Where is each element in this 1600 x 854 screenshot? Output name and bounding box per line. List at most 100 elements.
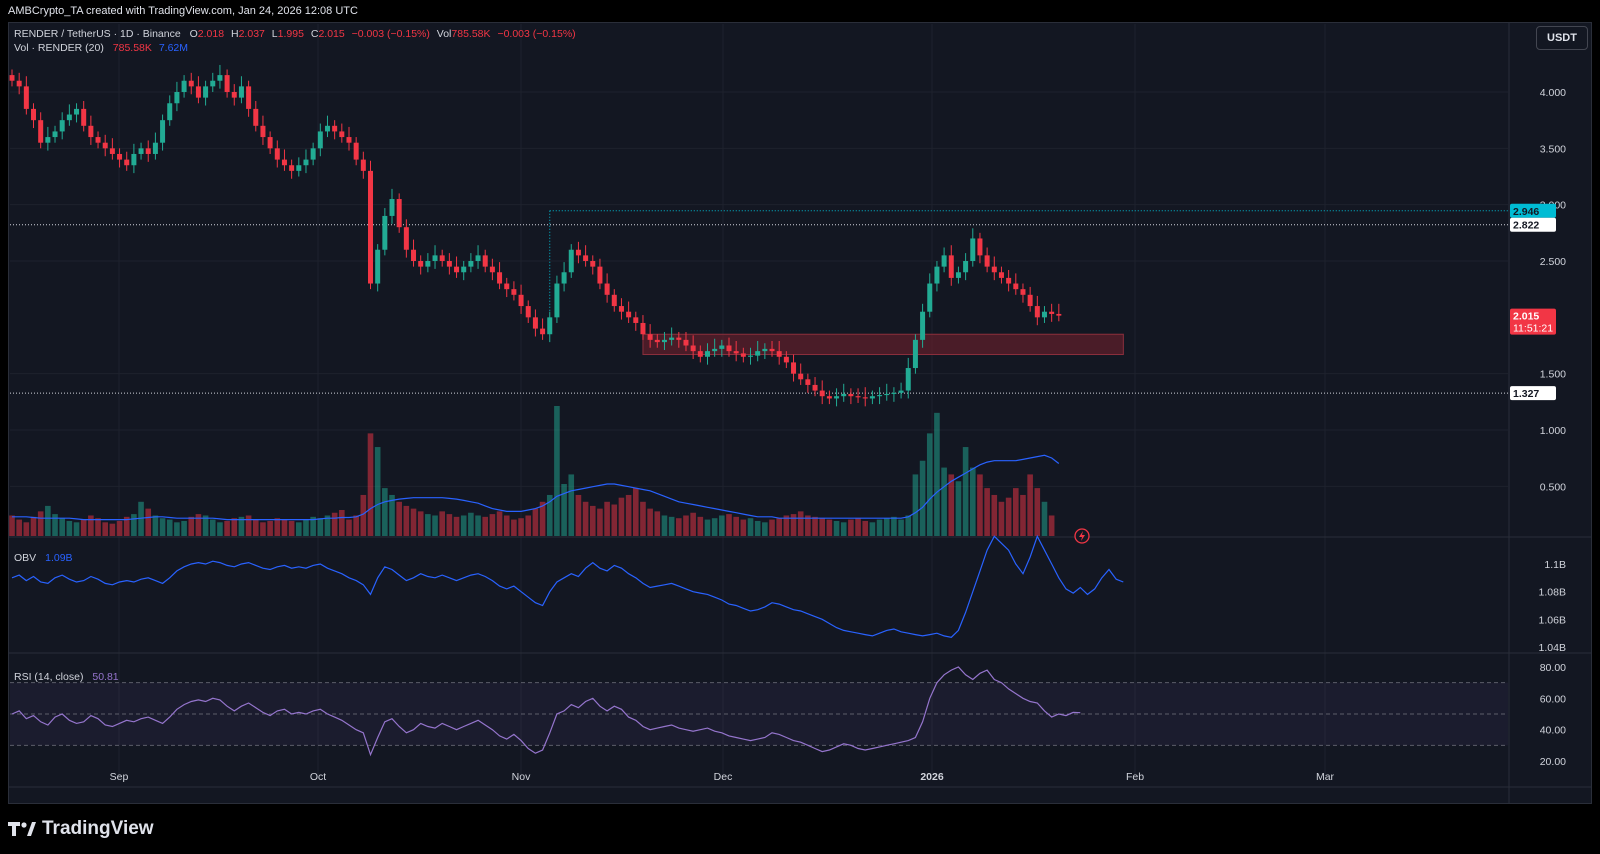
candle-body <box>719 345 725 349</box>
candle-body <box>296 165 302 171</box>
volume-bar <box>719 515 725 536</box>
candle-body <box>941 255 947 267</box>
obv-path <box>11 534 1124 638</box>
volume-bar <box>102 522 109 536</box>
obv-tick: 1.06B <box>1539 614 1566 626</box>
candle-body <box>1056 313 1062 316</box>
price-tick: 1.000 <box>1540 425 1566 437</box>
volume-bar <box>848 519 854 536</box>
volume-bar <box>589 505 596 536</box>
candle-body <box>310 148 316 160</box>
candle-body <box>475 255 481 261</box>
candle-body <box>547 317 553 335</box>
volume-indicator-value: 785.58K <box>112 42 152 54</box>
candle-body <box>167 103 173 121</box>
candle-body <box>346 137 352 143</box>
candle-body <box>697 351 703 357</box>
candle-body <box>561 272 567 284</box>
candle-body <box>66 114 72 121</box>
volume-bar <box>174 522 180 536</box>
volume-bar <box>898 519 904 536</box>
volume-bar <box>396 501 402 536</box>
volume-bar <box>310 516 316 536</box>
candle-body <box>203 86 209 98</box>
candle-body <box>669 337 675 340</box>
candle-body <box>88 125 94 138</box>
volume-bar <box>446 514 453 536</box>
volume-bar <box>496 511 503 536</box>
candle-body <box>1020 289 1026 295</box>
candle-body <box>389 199 395 216</box>
volume-bar <box>403 505 410 536</box>
volume-bar <box>188 516 195 536</box>
volume-bar <box>159 518 166 536</box>
volume-bar <box>66 520 73 536</box>
volume-bar <box>941 467 947 536</box>
volume-bar <box>991 494 998 536</box>
volume-bar <box>296 522 302 536</box>
candle-body <box>145 148 151 154</box>
candle-body <box>841 393 847 397</box>
chart-frame <box>8 22 1592 804</box>
volume-bar <box>489 514 496 536</box>
volume-bar <box>690 512 696 536</box>
candle-body <box>733 351 739 354</box>
currency-button[interactable]: USDT <box>1536 26 1588 50</box>
candle-body <box>855 396 861 398</box>
candle-body <box>324 125 330 132</box>
volume-indicator-title: Vol · RENDER (20) <box>14 42 104 54</box>
volume-bar <box>353 515 359 536</box>
volume-bar <box>231 518 238 536</box>
volume-bar <box>1048 515 1055 536</box>
candle-body <box>339 131 345 138</box>
candle-body <box>740 353 746 357</box>
candle-body <box>375 249 381 284</box>
volume-bar <box>525 515 532 536</box>
candle-body <box>819 390 825 397</box>
rsi-tick: 80.00 <box>1540 662 1566 674</box>
volume-bar <box>776 518 782 536</box>
candle-body <box>726 345 732 352</box>
candle-body <box>532 317 538 329</box>
volume-bar <box>181 520 187 536</box>
volume-bar <box>367 433 374 536</box>
candle-body <box>102 142 108 149</box>
vol-key: Vol <box>436 28 452 40</box>
time-tick: Mar <box>1316 771 1335 783</box>
volume-bar <box>855 518 861 536</box>
candle-body <box>382 215 388 250</box>
volume-bar <box>16 519 22 536</box>
volume-series <box>9 406 1055 536</box>
candle-body <box>1013 283 1019 290</box>
volume-bar <box>138 501 144 536</box>
candle-body <box>869 396 875 399</box>
volume-bar <box>762 522 768 536</box>
candle-body <box>396 199 402 228</box>
volume-bar <box>52 514 58 536</box>
candle-body <box>834 396 840 399</box>
price-tick: 1.500 <box>1540 369 1566 381</box>
volume-bar <box>73 522 80 536</box>
price-tag-box <box>1510 386 1556 401</box>
candle-body <box>281 159 287 166</box>
volume-bar <box>45 505 51 536</box>
candle-body <box>812 384 818 391</box>
ohlc-o-key: O <box>189 28 198 40</box>
volume-bar <box>245 515 252 536</box>
volume-bar <box>632 488 639 536</box>
candle-body <box>661 339 667 343</box>
ohlc-l-key: L <box>271 28 278 40</box>
candle-body <box>769 348 775 352</box>
candle-body <box>704 351 710 357</box>
volume-bar <box>346 519 352 536</box>
volume-bar <box>546 494 553 536</box>
candle-body <box>948 255 954 278</box>
time-tick: Oct <box>310 771 326 783</box>
candle-body <box>898 390 904 393</box>
candle-body <box>877 395 883 397</box>
volume-bar <box>238 516 245 536</box>
candle-body <box>23 86 29 109</box>
ohlc-o-value: 2.018 <box>197 28 225 40</box>
candle-body <box>38 120 44 143</box>
